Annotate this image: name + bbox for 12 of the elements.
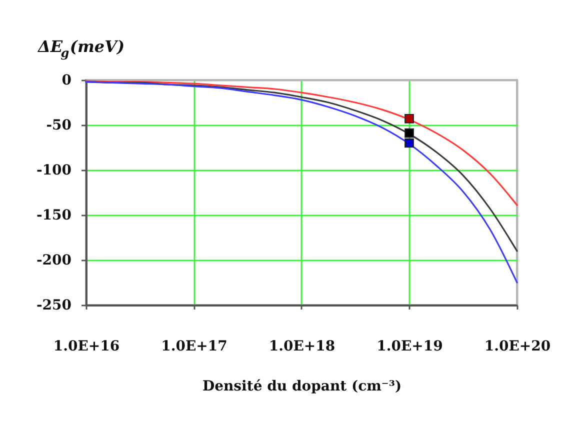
- y-tick-label: -50: [46, 118, 72, 134]
- y-tick-label: -150: [36, 208, 72, 224]
- x-tick-label: 1.0E+17: [161, 338, 228, 354]
- x-tick-label: 1.0E+18: [268, 338, 336, 354]
- x-tick-label: 1.0E+19: [376, 338, 443, 354]
- x-axis-title: Densité du dopant (cm⁻³): [202, 378, 402, 394]
- y-tick-label: -200: [36, 252, 72, 268]
- y-tick-label: -250: [36, 298, 72, 314]
- x-tick-label: 1.0E+20: [484, 338, 551, 354]
- y-tick-label: 0: [62, 72, 72, 88]
- y-tick-label: -100: [36, 162, 72, 178]
- x-tick-label: 1.0E+16: [53, 338, 120, 354]
